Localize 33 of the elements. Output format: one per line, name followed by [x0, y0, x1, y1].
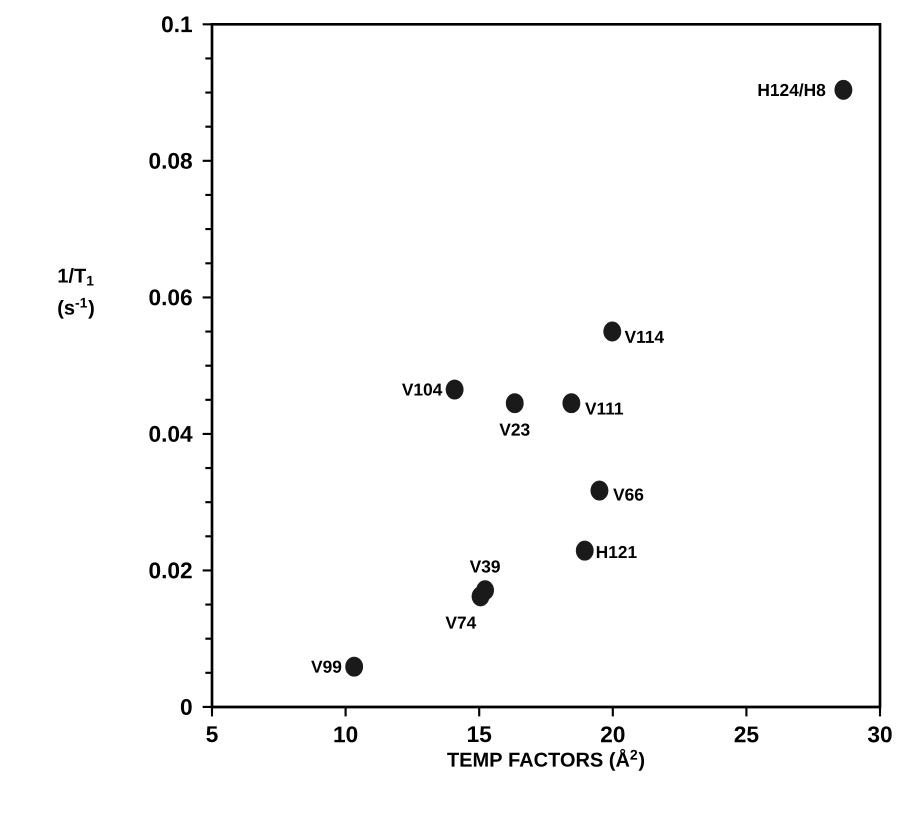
- annotation: V74: [446, 616, 476, 629]
- y-tick-label: 0.04: [149, 426, 192, 442]
- y-tick-label: 0.08: [149, 152, 192, 169]
- point: [834, 80, 852, 100]
- x-tick-label: 30: [868, 726, 892, 742]
- point: [603, 322, 622, 342]
- annotation: V104: [402, 383, 442, 396]
- x-axis-title: TEMP FACTORS (Å$^{2}$): [447, 748, 644, 771]
- point: [446, 380, 464, 400]
- point: [590, 480, 608, 501]
- annotation: V99: [311, 660, 342, 673]
- x-tick-label: 25: [734, 726, 758, 742]
- y-tick-label: 0.06: [149, 289, 192, 306]
- x-tick-label: 10: [334, 726, 358, 742]
- annotation: H121: [596, 546, 637, 558]
- point: [506, 393, 524, 414]
- x-tick-label: 15: [468, 726, 492, 742]
- annotation: V39: [470, 560, 500, 573]
- annotation: H124/H8: [758, 83, 826, 96]
- x-tick-label: 20: [600, 726, 624, 742]
- point: [345, 656, 364, 677]
- point: [562, 393, 580, 414]
- y-tick-label: 0.1: [162, 16, 192, 32]
- point: [472, 586, 490, 606]
- annotation: V111: [585, 402, 624, 414]
- annotation: V23: [499, 423, 530, 436]
- x-tick-label: 5: [206, 726, 218, 742]
- annotation: V114: [624, 330, 664, 343]
- annotation: V66: [613, 488, 644, 501]
- point: [576, 540, 594, 561]
- y-tick-label: 0.02: [149, 562, 192, 578]
- y-tick-label: 0: [180, 698, 192, 716]
- text: 1/T$_{1}$ (s$^{-1}$): [58, 268, 94, 319]
